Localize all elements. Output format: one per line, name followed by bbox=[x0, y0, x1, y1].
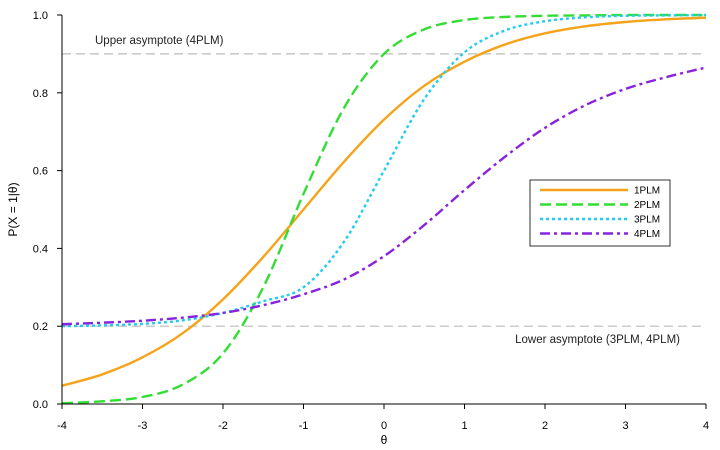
x-tick-label: 4 bbox=[703, 420, 709, 432]
series-line-3plm bbox=[61, 13, 707, 328]
legend-label: 1PLM bbox=[634, 186, 660, 197]
y-tick-label: 0.4 bbox=[33, 243, 48, 255]
x-tick-label: 0 bbox=[381, 420, 387, 432]
x-tick-label: 1 bbox=[461, 420, 467, 432]
x-tick-label: -3 bbox=[138, 420, 148, 432]
legend-label: 4PLM bbox=[634, 229, 660, 240]
x-axis-title: θ bbox=[381, 433, 388, 447]
y-tick-label: 0.6 bbox=[33, 166, 48, 178]
legend-label: 2PLM bbox=[634, 200, 660, 211]
series-line-4plm bbox=[61, 66, 707, 326]
x-tick-label: -4 bbox=[57, 420, 67, 432]
asymptote-label: Lower asymptote (3PLM, 4PLM) bbox=[515, 334, 680, 346]
asymptote-label: Upper asymptote (4PLM) bbox=[95, 35, 224, 47]
y-tick-label: 0.0 bbox=[33, 399, 48, 411]
series-line-1plm bbox=[61, 16, 707, 387]
legend-label: 3PLM bbox=[634, 215, 660, 226]
y-tick-label: 0.8 bbox=[33, 88, 48, 100]
x-tick-label: -2 bbox=[218, 420, 228, 432]
legend: 1PLM 2PLM 3PLM 4PLM bbox=[529, 179, 671, 247]
y-tick-label: 1.0 bbox=[33, 10, 48, 22]
y-tick-label: 0.2 bbox=[33, 321, 48, 333]
series-line-2plm bbox=[61, 13, 706, 405]
x-tick-label: 3 bbox=[622, 420, 628, 432]
x-tick-label: 2 bbox=[542, 420, 548, 432]
y-axis-title: P(X = 1|θ) bbox=[6, 182, 20, 236]
x-tick-label: -1 bbox=[299, 420, 309, 432]
